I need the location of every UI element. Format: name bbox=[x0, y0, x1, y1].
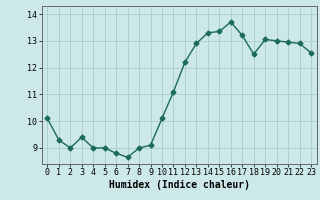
X-axis label: Humidex (Indice chaleur): Humidex (Indice chaleur) bbox=[109, 180, 250, 190]
